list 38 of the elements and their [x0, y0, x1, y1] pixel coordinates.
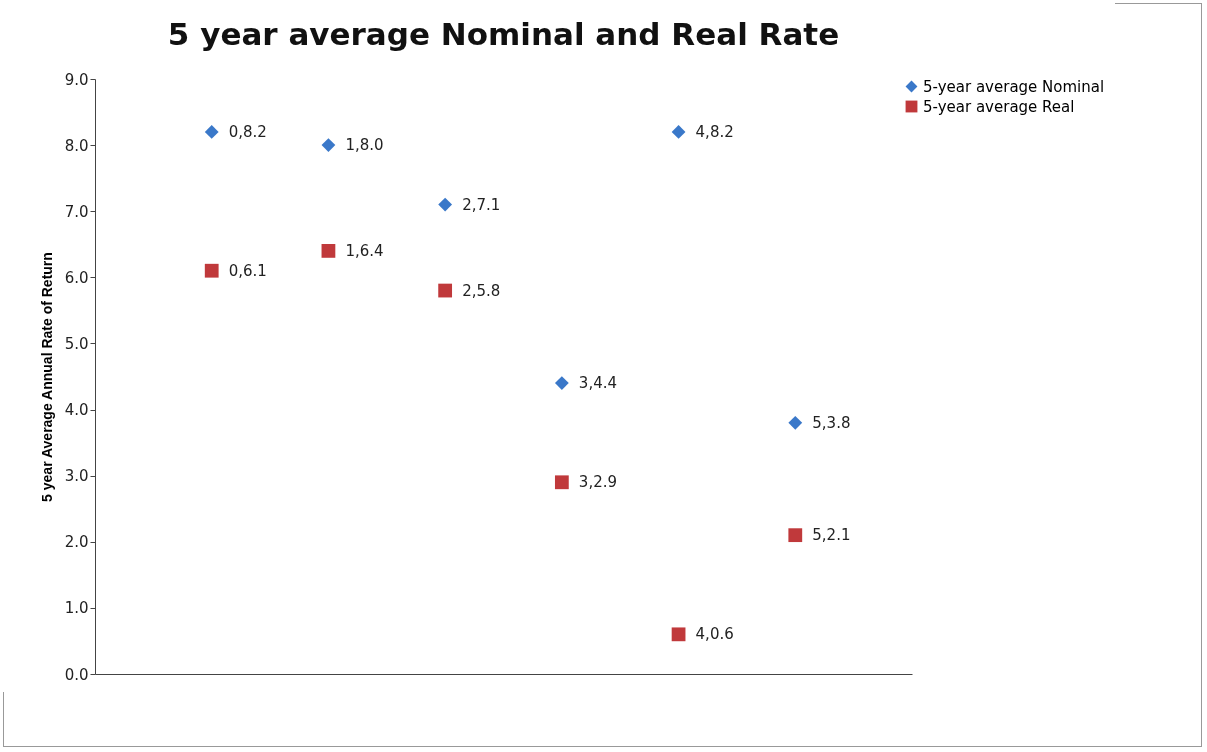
point	[671, 125, 686, 139]
y-tick-label: 7.0	[64, 202, 89, 221]
data-label: 4,8.2	[695, 122, 734, 141]
point	[321, 244, 336, 258]
y-tick-label: 9.0	[64, 70, 89, 89]
y-axis-title: 5 year Average Annual Rate of Return	[38, 252, 55, 502]
y-tick-label: 6.0	[64, 268, 89, 287]
point	[554, 376, 569, 390]
data-label: 0,8.2	[228, 122, 267, 141]
point	[671, 627, 686, 642]
point	[321, 138, 336, 152]
y-tick-label: 0.0	[64, 665, 89, 684]
y-tick-label: 1.0	[64, 599, 89, 618]
data-label: 3,2.9	[578, 473, 618, 492]
data-label: 4,0.6	[695, 625, 734, 644]
point	[438, 283, 453, 298]
point	[438, 197, 453, 212]
point	[788, 528, 803, 543]
y-tick-label: 5.0	[64, 334, 89, 353]
data-label: 0,6.1	[228, 261, 267, 280]
data-label: 5,2.1	[812, 526, 851, 545]
y-tick-label: 8.0	[64, 136, 89, 155]
y-tick-label: 4.0	[64, 401, 89, 420]
chart-title: 5 year average Nominal and Real Rate	[167, 16, 840, 52]
y-tick-label: 2.0	[64, 533, 89, 552]
legend-label: 5-year average Nominal	[923, 77, 1105, 96]
data-label: 1,8.0	[345, 136, 384, 155]
legend-label: 5-year average Real	[923, 97, 1075, 116]
data-label: 1,6.4	[345, 241, 384, 260]
data-label: 5,3.8	[812, 413, 851, 432]
data-label: 3,4.4	[578, 374, 618, 393]
data-label: 2,7.1	[462, 195, 501, 214]
data-label: 2,5.8	[462, 281, 501, 300]
point	[788, 415, 803, 430]
y-tick-label: 3.0	[64, 467, 89, 486]
point	[204, 263, 219, 278]
point	[204, 125, 219, 139]
point	[554, 475, 569, 490]
